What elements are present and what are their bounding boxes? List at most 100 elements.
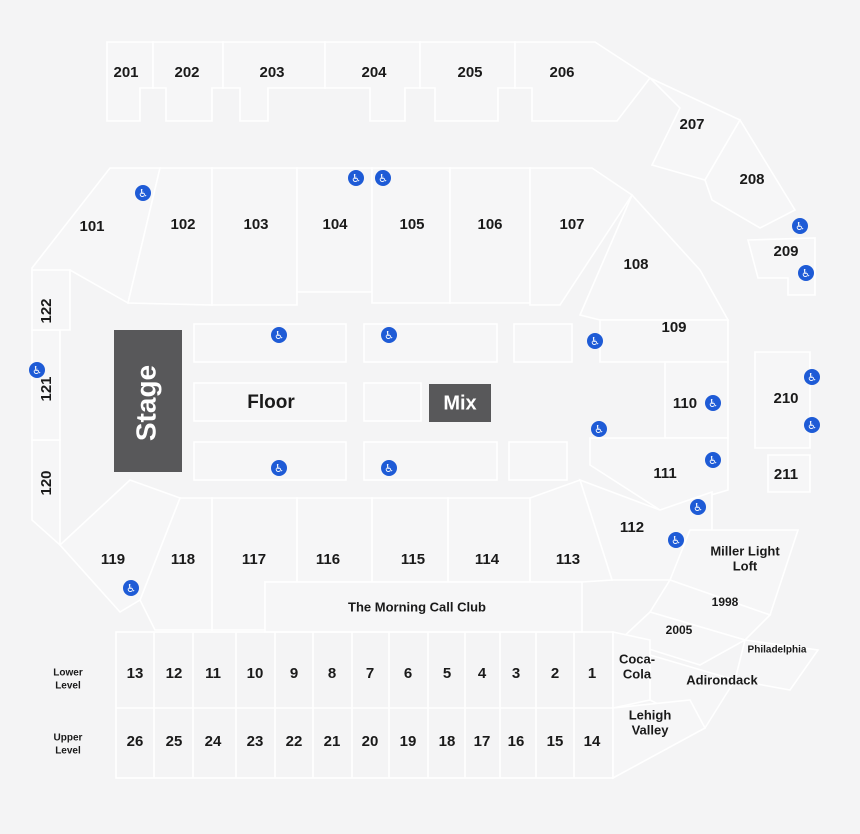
- label-203: 203: [259, 64, 284, 81]
- svg-text:♿: ♿: [708, 454, 718, 467]
- label-116: 116: [316, 551, 340, 568]
- label-102: 102: [170, 216, 195, 233]
- lower-level-label-line2: Level: [55, 681, 81, 692]
- floor-block-bottom-left[interactable]: [193, 441, 347, 481]
- suite-22[interactable]: 22: [286, 733, 303, 750]
- svg-text:♿: ♿: [274, 329, 284, 342]
- suite-14[interactable]: 14: [584, 733, 601, 750]
- suite-6[interactable]: 6: [404, 665, 412, 682]
- section-115[interactable]: [371, 497, 449, 583]
- section-208[interactable]: [704, 118, 797, 229]
- suite-2005[interactable]: [618, 611, 748, 666]
- section-201[interactable]: [106, 41, 154, 122]
- floor-block-mid-center[interactable]: [363, 382, 422, 422]
- suite-23[interactable]: 23: [247, 733, 264, 750]
- suite-15[interactable]: 15: [547, 733, 564, 750]
- section-107[interactable]: [529, 167, 634, 306]
- section-116[interactable]: [296, 497, 373, 583]
- label-206: 206: [549, 64, 574, 81]
- suite-17[interactable]: 17: [474, 733, 491, 750]
- floor-block-top-right[interactable]: [513, 323, 573, 363]
- wheelchair-icon: ♿: [792, 218, 808, 234]
- section-203[interactable]: [222, 41, 326, 122]
- section-105[interactable]: [371, 167, 451, 304]
- section-210[interactable]: [754, 351, 811, 449]
- label-101: 101: [79, 218, 104, 235]
- section-103[interactable]: [211, 167, 298, 306]
- suite-5[interactable]: 5: [443, 665, 451, 682]
- label-117: 117: [242, 551, 266, 568]
- label-103: 103: [243, 216, 268, 233]
- floor-block-bottom-right[interactable]: [508, 441, 568, 481]
- section-204[interactable]: [324, 41, 421, 122]
- named-suites: [612, 529, 820, 780]
- upper-concourse-sections: [106, 41, 816, 493]
- svg-text:♿: ♿: [126, 582, 136, 595]
- suite-21[interactable]: 21: [324, 733, 341, 750]
- label-118: 118: [171, 551, 195, 568]
- miller-light-label-line1: Miller Light: [710, 543, 780, 558]
- named-area-labels: Miller Light Loft 1998 2005 Philadelphia…: [619, 543, 807, 737]
- suite-26[interactable]: 26: [127, 733, 144, 750]
- section-202[interactable]: [152, 41, 224, 122]
- suite-16[interactable]: 16: [508, 733, 525, 750]
- suite-2[interactable]: 2: [551, 665, 559, 682]
- label-114: 114: [475, 551, 500, 568]
- suite-4[interactable]: 4: [478, 665, 487, 682]
- suite-11[interactable]: 11: [205, 665, 221, 682]
- svg-text:♿: ♿: [32, 364, 42, 377]
- suite-13[interactable]: 13: [127, 665, 144, 682]
- label-210: 210: [773, 390, 798, 407]
- stage: [114, 330, 182, 472]
- miller-light-label-line2: Loft: [733, 558, 758, 573]
- section-209[interactable]: [746, 237, 816, 296]
- suite-8[interactable]: 8: [328, 665, 336, 682]
- wheelchair-icon: ♿: [591, 421, 607, 437]
- suite-12[interactable]: 12: [166, 665, 183, 682]
- floor-block-top-left[interactable]: [193, 323, 347, 363]
- suite-20[interactable]: 20: [362, 733, 379, 750]
- svg-text:♿: ♿: [671, 534, 681, 547]
- label-119: 119: [101, 551, 125, 568]
- section-207[interactable]: [649, 77, 742, 181]
- label-111: 111: [653, 465, 676, 482]
- section-206[interactable]: [514, 41, 652, 122]
- wheelchair-icon: ♿: [587, 333, 603, 349]
- suite-10[interactable]: 10: [247, 665, 264, 682]
- floor-block-mid-left[interactable]: [193, 382, 347, 422]
- suite-lehigh-valley[interactable]: [612, 699, 707, 780]
- wheelchair-icon: ♿: [798, 265, 814, 281]
- lehigh-valley-label-line1: Lehigh: [629, 707, 672, 722]
- section-122[interactable]: [31, 269, 71, 331]
- suite-7[interactable]: 7: [366, 665, 374, 682]
- label-108: 108: [623, 256, 648, 273]
- section-211[interactable]: [767, 454, 811, 493]
- section-114[interactable]: [447, 497, 531, 583]
- lower-level-label-line1: Lower: [53, 668, 83, 679]
- club-label: The Morning Call Club: [348, 599, 486, 614]
- suite-philadelphia[interactable]: [734, 639, 820, 691]
- svg-text:♿: ♿: [693, 501, 703, 514]
- suite-24[interactable]: 24: [205, 733, 222, 750]
- suite-9[interactable]: 9: [290, 665, 298, 682]
- svg-text:♿: ♿: [801, 267, 811, 280]
- section-106[interactable]: [449, 167, 531, 304]
- morning-call-club[interactable]: [264, 581, 583, 633]
- suite-1[interactable]: 1: [588, 665, 596, 682]
- label-113: 113: [556, 551, 580, 568]
- wheelchair-icon: ♿: [804, 369, 820, 385]
- section-205[interactable]: [419, 41, 516, 122]
- svg-text:♿: ♿: [594, 423, 604, 436]
- suite-18[interactable]: 18: [439, 733, 456, 750]
- svg-text:♿: ♿: [795, 220, 805, 233]
- svg-text:♿: ♿: [384, 329, 394, 342]
- suite-3[interactable]: 3: [512, 665, 520, 682]
- suite-19[interactable]: 19: [400, 733, 417, 750]
- accessible-seating-icons: ♿ ♿ ♿ ♿ ♿ ♿ ♿ ♿ ♿ ♿ ♿ ♿ ♿ ♿ ♿ ♿ ♿ ♿ ♿: [29, 170, 820, 596]
- label-104: 104: [322, 216, 348, 233]
- section-119[interactable]: [58, 479, 182, 614]
- wheelchair-icon: ♿: [375, 170, 391, 186]
- label-208: 208: [739, 171, 764, 188]
- suite-coca-cola[interactable]: [612, 631, 651, 709]
- suite-25[interactable]: 25: [166, 733, 183, 750]
